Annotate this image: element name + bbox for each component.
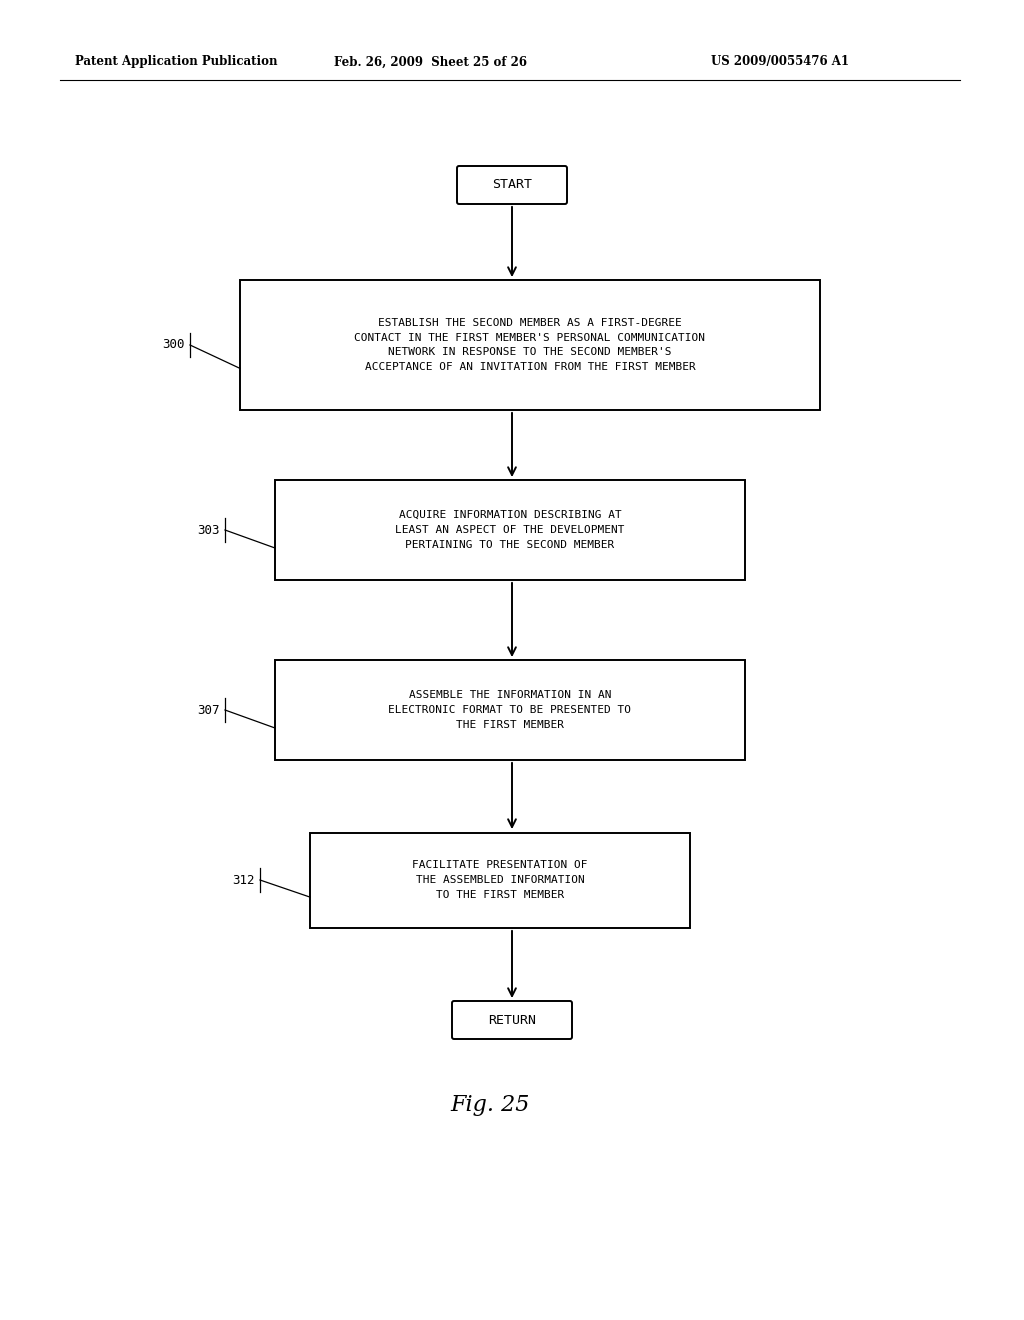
Text: 300: 300 <box>163 338 185 351</box>
FancyBboxPatch shape <box>457 166 567 205</box>
Text: Fig. 25: Fig. 25 <box>451 1094 529 1115</box>
Text: ACQUIRE INFORMATION DESCRIBING AT
LEAST AN ASPECT OF THE DEVELOPMENT
PERTAINING : ACQUIRE INFORMATION DESCRIBING AT LEAST … <box>395 511 625 550</box>
Text: 312: 312 <box>232 874 255 887</box>
Text: 307: 307 <box>198 704 220 717</box>
Text: ESTABLISH THE SECOND MEMBER AS A FIRST-DEGREE
CONTACT IN THE FIRST MEMBER'S PERS: ESTABLISH THE SECOND MEMBER AS A FIRST-D… <box>354 318 706 372</box>
Bar <box>240 280 820 411</box>
Text: START: START <box>492 178 532 191</box>
Bar <box>275 660 745 760</box>
Text: Patent Application Publication: Patent Application Publication <box>75 55 278 69</box>
Bar <box>275 480 745 579</box>
Text: FACILITATE PRESENTATION OF
THE ASSEMBLED INFORMATION
TO THE FIRST MEMBER: FACILITATE PRESENTATION OF THE ASSEMBLED… <box>413 861 588 900</box>
FancyBboxPatch shape <box>452 1001 572 1039</box>
Text: ASSEMBLE THE INFORMATION IN AN
ELECTRONIC FORMAT TO BE PRESENTED TO
THE FIRST ME: ASSEMBLE THE INFORMATION IN AN ELECTRONI… <box>388 690 632 730</box>
Text: Feb. 26, 2009  Sheet 25 of 26: Feb. 26, 2009 Sheet 25 of 26 <box>334 55 526 69</box>
Text: US 2009/0055476 A1: US 2009/0055476 A1 <box>711 55 849 69</box>
Bar <box>310 833 690 928</box>
Text: 303: 303 <box>198 524 220 536</box>
Text: RETURN: RETURN <box>488 1014 536 1027</box>
